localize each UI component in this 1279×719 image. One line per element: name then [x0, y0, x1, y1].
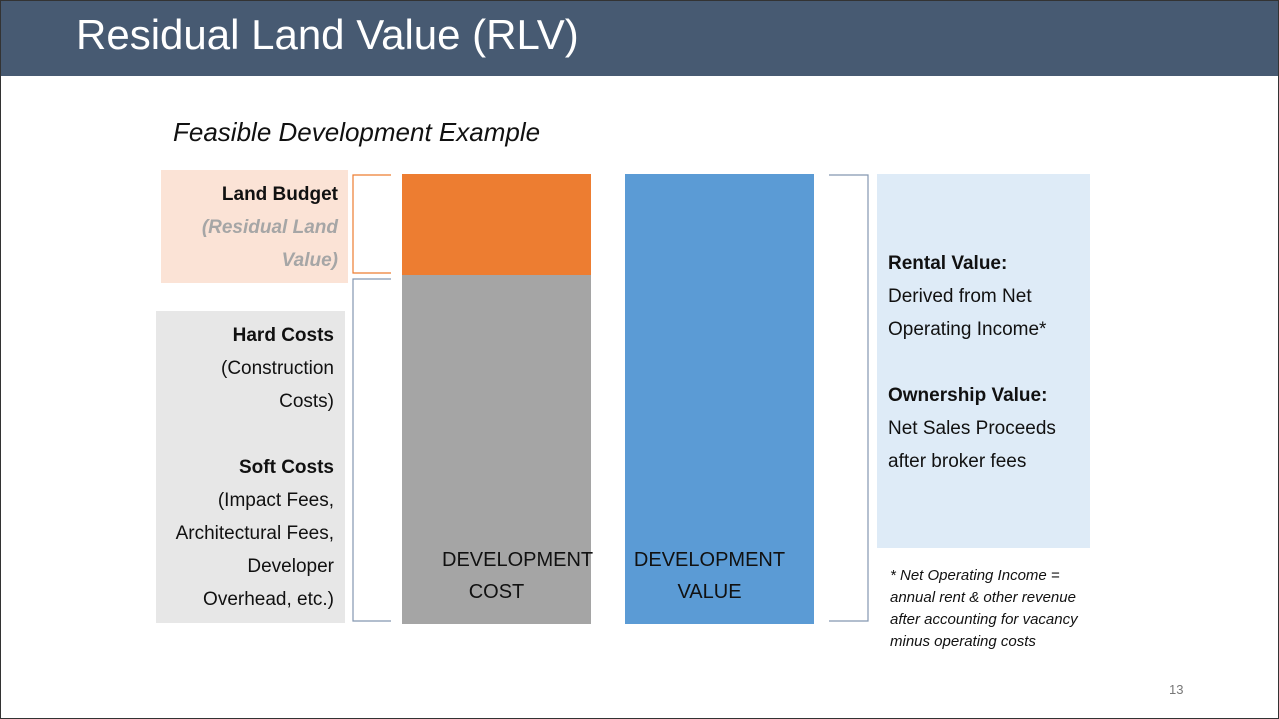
hard-costs-label: Hard Costs: [232, 325, 334, 346]
soft-costs-label: Soft Costs: [239, 457, 334, 478]
cost-bar-label: DEVELOPMENT COST: [442, 549, 594, 603]
land-budget-note: (Residual Land Value): [201, 217, 338, 271]
land-bracket: [352, 174, 391, 274]
costs-box: Hard Costs (Construction Costs) Soft Cos…: [156, 311, 345, 623]
value-box: Rental Value: Derived from Net Operating…: [877, 174, 1090, 548]
cost-bar: [402, 275, 591, 624]
land-bar: [402, 174, 591, 275]
soft-costs-note: (Impact Fees, Architectural Fees, Develo…: [175, 490, 334, 610]
rental-note: Derived from Net Operating Income*: [888, 286, 1047, 340]
land-budget-box: Land Budget (Residual Land Value): [161, 170, 348, 283]
ownership-note: Net Sales Proceeds after broker fees: [888, 418, 1056, 472]
value-bar-label: DEVELOPMENT VALUE: [633, 549, 786, 603]
subtitle: Feasible Development Example: [173, 117, 541, 147]
land-budget-label: Land Budget: [221, 184, 338, 205]
rental-label: Rental Value:: [888, 253, 1008, 274]
header-bar: [1, 1, 1278, 76]
footnote: * Net Operating Income = annual rent & o…: [890, 567, 1078, 650]
title: Residual Land Value (RLV): [76, 11, 579, 58]
value-bracket: [829, 174, 869, 622]
hard-costs-note: (Construction Costs): [221, 358, 334, 412]
value-bar: [625, 174, 814, 624]
ownership-label: Ownership Value:: [888, 385, 1048, 406]
page-number: 13: [1169, 682, 1184, 697]
cost-bracket: [352, 278, 391, 622]
